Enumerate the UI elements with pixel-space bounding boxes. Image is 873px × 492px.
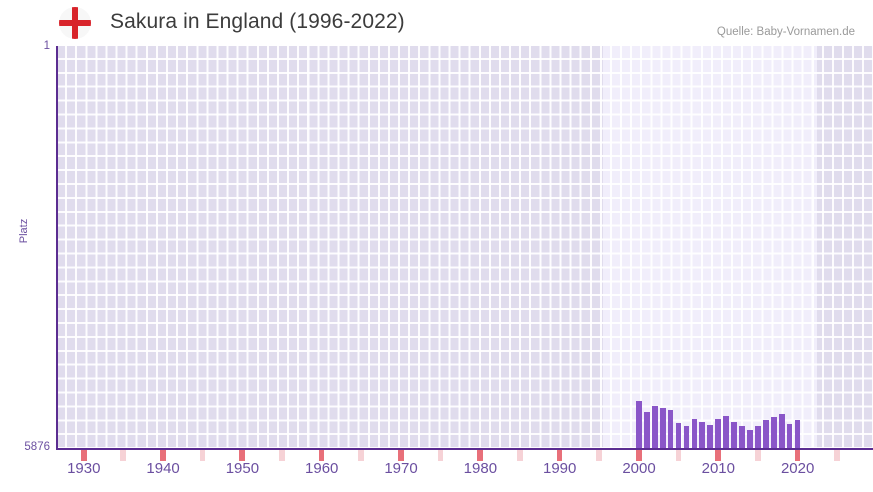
bar[interactable]	[691, 419, 698, 449]
x-tick-mark-major	[794, 450, 801, 461]
x-axis-tick-1980: 1980	[463, 460, 498, 477]
x-tick-mark-minor	[755, 450, 761, 461]
bar[interactable]	[762, 420, 769, 449]
bar[interactable]	[715, 419, 722, 449]
bar[interactable]	[794, 420, 801, 449]
x-tick-mark-minor	[120, 450, 127, 461]
x-axis-tick-1940: 1940	[146, 460, 180, 477]
bar[interactable]	[739, 426, 745, 449]
bar[interactable]	[778, 414, 785, 449]
x-axis-tick-1970: 1970	[384, 460, 418, 477]
x-tick-mark-major	[160, 450, 166, 461]
x-axis-tick-1960: 1960	[305, 460, 339, 477]
y-axis-tick-top: 1	[43, 40, 50, 52]
plot-area	[56, 46, 873, 449]
x-tick-mark-minor	[834, 450, 841, 461]
x-tick-mark-minor	[358, 450, 365, 461]
y-axis-label: Platz	[18, 218, 30, 244]
x-tick-mark-minor	[675, 450, 682, 461]
x-tick-mark-minor	[437, 450, 444, 461]
bar[interactable]	[786, 424, 793, 449]
bar[interactable]	[659, 408, 666, 449]
y-axis-tick-bottom: 5876	[24, 441, 50, 453]
x-tick-mark-major	[715, 450, 722, 461]
source-attribution: Quelle: Baby-Vornamen.de	[716, 26, 855, 38]
x-tick-mark-minor	[596, 450, 603, 461]
y-axis-line	[56, 46, 58, 449]
x-tick-mark-minor	[279, 450, 285, 461]
bar[interactable]	[636, 401, 642, 449]
x-tick-mark-major	[556, 450, 563, 461]
x-tick-mark-major	[636, 450, 642, 461]
flag-horizontal-bar	[59, 20, 91, 26]
x-tick-mark-major	[318, 450, 325, 461]
x-axis-tick-marks	[56, 450, 873, 461]
bar[interactable]	[699, 422, 706, 449]
bar[interactable]	[643, 412, 650, 449]
x-axis-tick-2020: 2020	[780, 460, 815, 477]
bar[interactable]	[707, 425, 714, 449]
x-axis-tick-labels: 1930 1940 1950 1960 1970 1980 1990 2000 2010 2020	[0, 460, 873, 484]
bar[interactable]	[747, 430, 753, 449]
x-axis-line	[56, 448, 873, 450]
bar[interactable]	[755, 426, 761, 449]
x-tick-mark-major	[398, 450, 404, 461]
x-tick-mark-major	[239, 450, 246, 461]
bar-series	[56, 46, 873, 449]
x-axis-tick-1930: 1930	[67, 460, 101, 477]
bar[interactable]	[651, 406, 658, 449]
x-axis-tick-2000: 2000	[622, 460, 656, 477]
x-tick-mark-major	[80, 450, 87, 461]
x-axis-tick-1950: 1950	[225, 460, 260, 477]
bar[interactable]	[675, 423, 682, 449]
page-title: Sakura in England (1996-2022)	[110, 10, 405, 33]
x-tick-mark-minor	[517, 450, 523, 461]
x-axis-tick-2010: 2010	[701, 460, 735, 477]
x-tick-mark-minor	[199, 450, 206, 461]
chart-header: Sakura in England (1996-2022) Quelle: Ba…	[0, 0, 873, 46]
x-axis-tick-1990: 1990	[542, 460, 577, 477]
england-flag-icon	[59, 7, 91, 39]
bar[interactable]	[770, 417, 777, 449]
bar[interactable]	[723, 416, 729, 449]
bar[interactable]	[731, 422, 737, 449]
bar[interactable]	[667, 410, 674, 449]
bar[interactable]	[683, 426, 690, 449]
x-tick-mark-major	[477, 450, 484, 461]
